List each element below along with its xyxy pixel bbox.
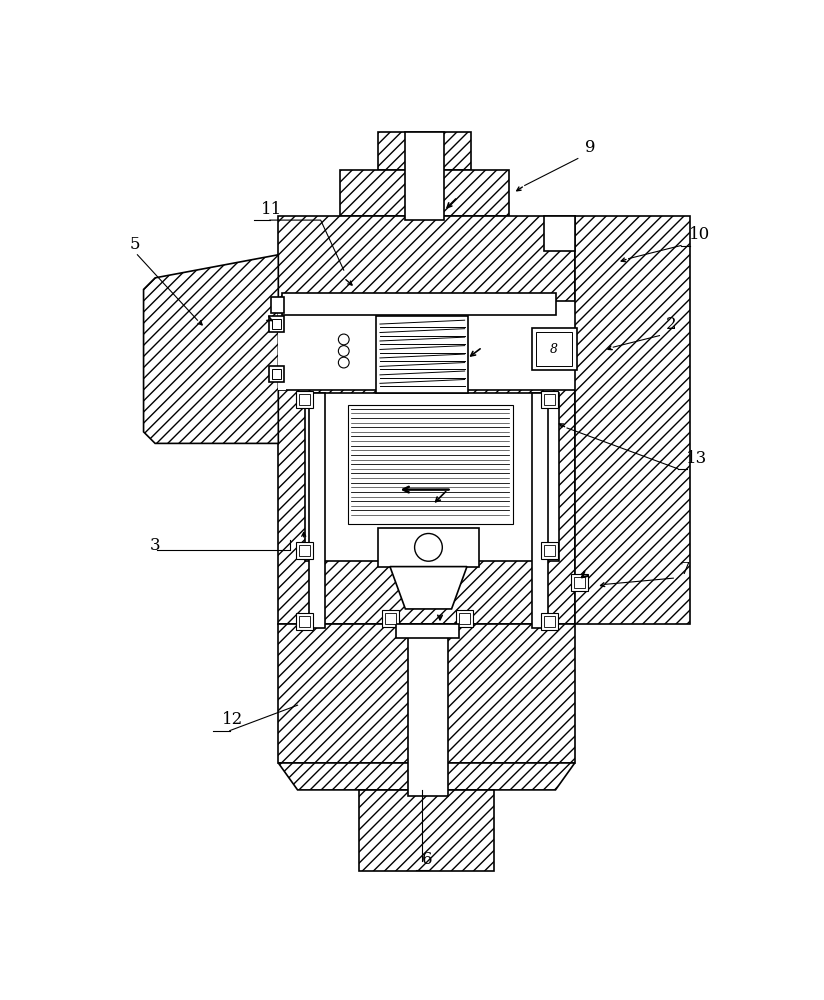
Bar [279, 301, 286, 389]
Bar [571, 574, 588, 591]
Bar [269, 366, 284, 382]
Bar [532, 328, 577, 370]
Bar [541, 542, 558, 559]
Bar [296, 542, 313, 559]
Bar [382, 610, 399, 627]
Bar [272, 369, 281, 379]
Bar [408, 627, 447, 796]
Bar [405, 132, 444, 220]
Bar [532, 393, 548, 628]
Bar [270, 297, 284, 312]
Bar [536, 332, 573, 366]
Text: 11: 11 [260, 201, 282, 218]
Bar [309, 393, 325, 628]
Bar [272, 319, 281, 329]
Bar [299, 394, 310, 405]
Bar [456, 610, 473, 627]
Bar [348, 405, 513, 524]
Bar [459, 613, 470, 624]
Bar [544, 394, 555, 405]
Bar [544, 545, 555, 556]
Bar [541, 391, 558, 408]
Bar [376, 316, 469, 393]
Text: 8: 8 [550, 343, 558, 356]
Bar [541, 613, 558, 630]
Polygon shape [390, 567, 467, 609]
Text: 5: 5 [129, 236, 140, 253]
Bar [575, 216, 691, 624]
Bar [386, 613, 396, 624]
Bar [544, 216, 575, 251]
Bar [305, 393, 559, 561]
Text: 9: 9 [585, 139, 595, 156]
Bar [279, 216, 575, 301]
Bar [269, 316, 284, 332]
Bar [378, 132, 471, 170]
Bar [296, 391, 313, 408]
Bar [279, 389, 575, 624]
Bar [296, 613, 313, 630]
Polygon shape [279, 763, 575, 790]
Text: 10: 10 [689, 226, 710, 243]
Bar [574, 577, 585, 588]
Text: 13: 13 [686, 450, 707, 467]
Bar [544, 616, 555, 627]
Text: 6: 6 [422, 851, 433, 868]
Bar [378, 528, 479, 567]
Bar [282, 293, 555, 315]
Bar [340, 170, 509, 216]
Text: 3: 3 [150, 537, 161, 554]
Text: 12: 12 [222, 711, 243, 728]
Text: 2: 2 [666, 316, 677, 333]
Bar [299, 616, 310, 627]
Bar [359, 790, 494, 871]
Polygon shape [143, 255, 279, 443]
Bar [299, 545, 310, 556]
Text: 7: 7 [680, 561, 691, 578]
Bar [396, 624, 459, 638]
Bar [279, 624, 575, 763]
